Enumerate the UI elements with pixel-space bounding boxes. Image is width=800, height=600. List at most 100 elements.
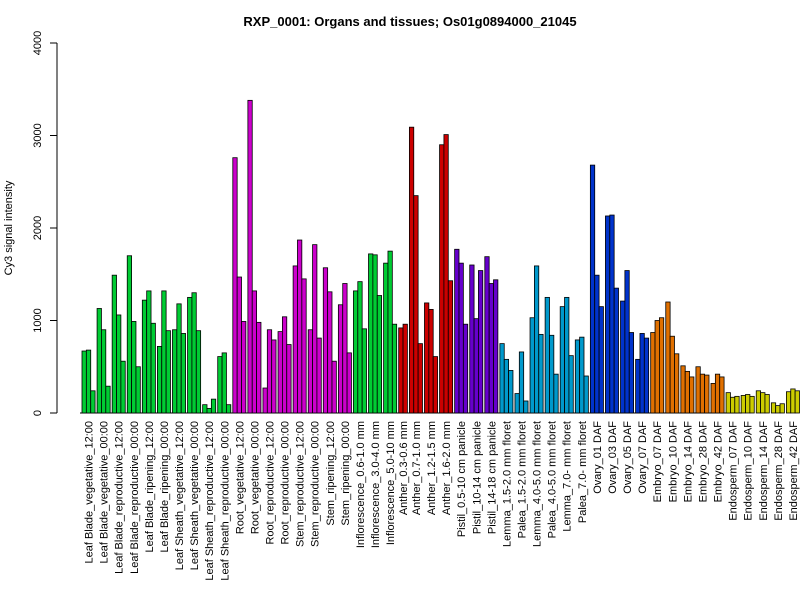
category-label: Leaf Sheath_vegetative_12:00 <box>174 421 186 570</box>
bar <box>755 390 761 414</box>
bar <box>553 373 559 414</box>
bar <box>316 337 322 414</box>
bar <box>650 332 656 414</box>
bar <box>564 296 570 414</box>
bar <box>96 308 102 414</box>
bar <box>417 343 423 414</box>
bar <box>499 343 505 414</box>
bar <box>432 356 438 414</box>
bar <box>635 358 641 414</box>
category-label: Endosperm_28 DAF <box>773 421 785 521</box>
category-label: Ovary_05 DAF <box>622 421 634 494</box>
category-label: Leaf Sheath_reproductive_00:00 <box>219 421 231 581</box>
category-label: Anther_1.6-2.0 mm <box>441 421 453 515</box>
bar <box>699 373 706 414</box>
bar <box>559 306 565 414</box>
category-label: Palea_7.0- mm floret <box>577 421 589 523</box>
category-label: Anther_0.3-0.6 mm <box>398 421 410 515</box>
bar <box>277 331 283 414</box>
bar <box>383 262 389 414</box>
category-label: Embryo_28 DAF <box>697 421 709 503</box>
bar <box>120 360 126 414</box>
bar <box>353 290 359 414</box>
category-label: Anther_1.2-1.5 mm <box>426 421 438 515</box>
bar <box>135 366 141 414</box>
bar <box>589 164 596 414</box>
chart-title: RXP_0001: Organs and tissues; Os01g08940… <box>243 14 576 29</box>
bar <box>165 330 171 414</box>
bar <box>376 295 382 414</box>
bar <box>549 334 555 414</box>
category-label: Stem_reproductive_00:00 <box>310 421 322 547</box>
bar <box>331 360 337 414</box>
bar <box>579 336 585 414</box>
bar <box>443 134 449 414</box>
bar <box>322 267 329 414</box>
bar <box>297 239 303 414</box>
bar <box>217 356 223 414</box>
bar <box>674 353 680 414</box>
bar <box>391 323 398 414</box>
category-label: Root_reproductive_12:00 <box>265 421 277 545</box>
bar <box>518 351 525 414</box>
category-label: Palea_1.5-2.0 mm floret <box>517 421 529 538</box>
bar <box>745 394 751 414</box>
category-label: Pistil_14-18 cm panicle <box>486 421 498 534</box>
bar <box>488 283 494 414</box>
bar <box>81 350 87 414</box>
bar <box>568 355 574 414</box>
bar <box>111 274 117 414</box>
bar <box>639 333 645 414</box>
category-label: Endosperm_10 DAF <box>743 421 755 521</box>
y-tick-label: 2000 <box>32 216 44 240</box>
bar <box>458 262 464 414</box>
category-label: Inflorescence_3.0-4.0 mm <box>370 421 382 548</box>
bar <box>654 320 660 414</box>
bar <box>529 317 535 414</box>
bar <box>684 370 690 414</box>
bar <box>659 317 665 414</box>
bar <box>770 402 777 414</box>
bar <box>101 329 107 414</box>
bar <box>447 280 454 414</box>
category-label: Root_vegetative_00:00 <box>249 421 261 534</box>
bar <box>176 303 182 414</box>
category-label: Inflorescence_0.6-1.0 mm <box>355 421 367 548</box>
bar <box>241 321 247 414</box>
bar <box>105 385 111 414</box>
y-tick-label: 0 <box>32 410 44 416</box>
bar <box>402 323 408 414</box>
bar <box>398 327 404 414</box>
category-label: Ovary_07 DAF <box>637 421 649 494</box>
bar <box>301 278 307 414</box>
bar <box>628 332 634 414</box>
bar <box>131 321 137 414</box>
bar <box>191 292 197 414</box>
bar <box>146 290 152 414</box>
category-label: Palea_4.0-5.0 mm floret <box>547 421 559 538</box>
bar <box>161 290 167 414</box>
category-label: Inflorescence_5.0-10 mm <box>385 421 397 545</box>
bar <box>150 322 156 414</box>
bar <box>361 328 367 414</box>
bar <box>327 291 333 414</box>
bar <box>704 374 710 414</box>
bar <box>342 283 348 414</box>
bar <box>749 395 755 414</box>
bar <box>714 373 721 414</box>
bar <box>180 333 186 414</box>
bar <box>725 392 731 414</box>
category-label: Leaf Sheath_reproductive_12:00 <box>204 421 216 581</box>
bar <box>357 281 363 414</box>
category-label: Embryo_42 DAF <box>713 421 725 503</box>
category-label: Leaf Blade_reproductive_00:00 <box>129 421 141 574</box>
bar <box>790 388 796 414</box>
category-label: Ovary_01 DAF <box>592 421 604 494</box>
bar <box>262 387 268 414</box>
category-label: Embryo_14 DAF <box>682 421 694 503</box>
bar <box>534 265 540 414</box>
category-label: Pistil_10-14 cm panicle <box>471 421 483 534</box>
bar <box>454 248 460 414</box>
bar <box>484 256 490 414</box>
bar <box>346 352 352 414</box>
